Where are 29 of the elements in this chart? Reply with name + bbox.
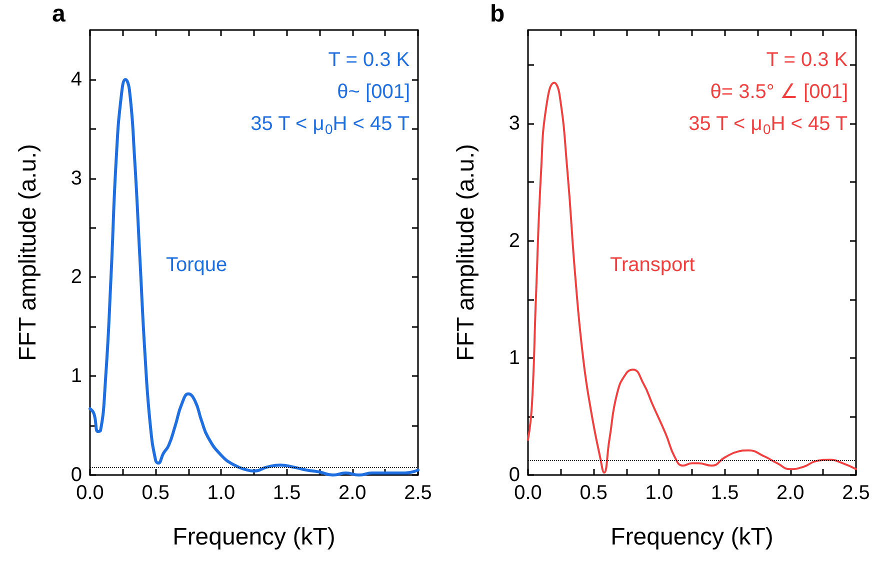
x-tick-label: 2.5 — [404, 482, 432, 504]
x-axis-title: Frequency (kT) — [610, 524, 774, 550]
y-tick-label: 2 — [70, 266, 82, 288]
y-tick-label: 1 — [70, 365, 82, 388]
x-tick-label: 1.0 — [207, 482, 236, 504]
annotation: T = 0.3 K — [328, 49, 410, 71]
annotation: θ= 3.5° ∠ [001] — [710, 81, 848, 103]
series-label: Torque — [166, 254, 228, 276]
x-tick-label: 2.0 — [776, 482, 804, 504]
x-tick-label: 1.0 — [645, 482, 674, 504]
chart-title: b — [490, 0, 505, 28]
annotation: T = 0.3 K — [766, 49, 848, 71]
y-tick-label: 3 — [70, 167, 82, 190]
y-tick-label: 2 — [508, 230, 520, 252]
y-axis-title: FFT amplitude (a.u.) — [452, 144, 480, 361]
y-tick-label: 1 — [508, 346, 520, 369]
chart-title: a — [52, 0, 66, 28]
x-tick-label: 1.5 — [710, 482, 739, 504]
annotation: θ~ [001] — [337, 81, 410, 103]
x-tick-label: 0.5 — [580, 482, 608, 504]
x-tick-label: 0.5 — [142, 482, 170, 504]
x-tick-label: 1.5 — [272, 482, 301, 504]
y-tick-label: 3 — [508, 112, 520, 135]
y-axis-title: FFT amplitude (a.u.) — [14, 144, 42, 361]
x-tick-label: 2.5 — [842, 482, 870, 504]
series-label: Transport — [610, 254, 696, 276]
x-tick-label: 2.0 — [338, 482, 366, 504]
y-tick-label: 4 — [70, 68, 82, 90]
x-axis-title: Frequency (kT) — [172, 524, 336, 550]
